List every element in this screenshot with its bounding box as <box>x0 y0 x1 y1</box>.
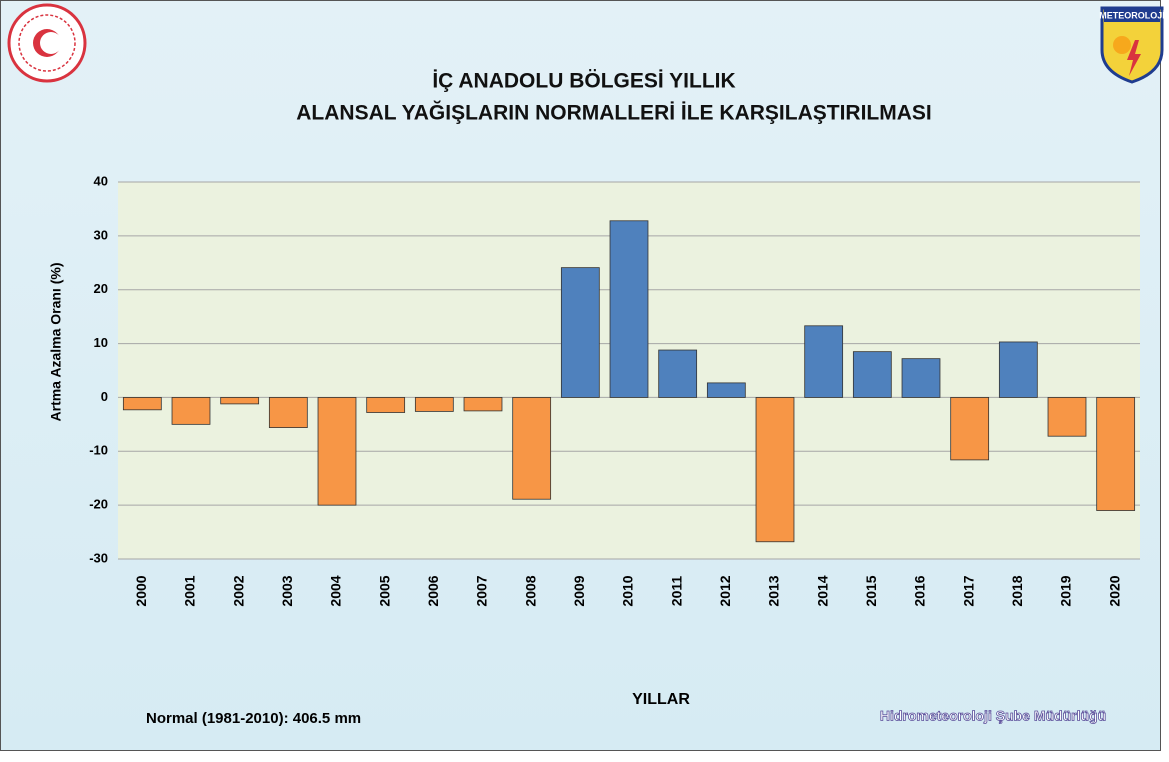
x-tick-label: 2008 <box>522 575 538 606</box>
bar <box>853 352 891 398</box>
x-tick-label: 2020 <box>1106 575 1122 606</box>
bar <box>610 221 648 398</box>
x-tick-label: 2019 <box>1058 575 1074 606</box>
x-tick-label: 2012 <box>717 575 733 606</box>
chart: METEOROLOJİ İÇ ANADOLU BÖLGESİ YILLIK AL… <box>0 0 1169 757</box>
x-tick-label: 2018 <box>1009 575 1025 606</box>
title-line: ALANSAL YAĞIŞLARIN NORMALLERİ İLE KARŞIL… <box>296 101 931 125</box>
y-tick-label: 40 <box>94 173 108 188</box>
bar <box>318 397 356 505</box>
x-tick-label: 2015 <box>863 575 879 606</box>
y-axis-label: Artma Azalma Oranı (%) <box>48 263 64 422</box>
logo-text: METEOROLOJİ <box>1099 10 1165 20</box>
bar <box>221 397 259 403</box>
x-axis-label: YILLAR <box>632 691 690 708</box>
bar <box>269 397 307 427</box>
note: Normal (1981-2010): 406.5 mm <box>146 710 361 727</box>
y-tick-label: -20 <box>89 497 108 512</box>
x-tick-label: 2005 <box>376 575 392 606</box>
bar <box>172 397 210 424</box>
x-tick-label: 2013 <box>766 575 782 606</box>
page: METEOROLOJİ İÇ ANADOLU BÖLGESİ YILLIK AL… <box>0 0 1169 762</box>
bar <box>367 397 405 412</box>
x-tick-label: 2004 <box>328 575 344 606</box>
footer: Hidrometeoroloji Şube Müdürlüğü <box>880 708 1106 724</box>
bar <box>659 350 697 397</box>
y-tick-label: -30 <box>89 550 108 565</box>
x-tick-label: 2003 <box>279 575 295 606</box>
y-tick-label: 0 <box>101 389 108 404</box>
x-tick-label: 2006 <box>425 575 441 606</box>
x-tick-label: 2007 <box>474 575 490 606</box>
bar <box>1048 397 1086 436</box>
bar <box>123 397 161 409</box>
x-tick-label: 2002 <box>230 575 246 606</box>
left-emblem <box>9 5 85 81</box>
bar <box>707 383 745 398</box>
x-tick-label: 2009 <box>571 575 587 606</box>
x-tick-label: 2010 <box>620 575 636 606</box>
bar <box>415 397 453 411</box>
title-line: İÇ ANADOLU BÖLGESİ YILLIK <box>432 70 735 93</box>
bar <box>561 268 599 398</box>
x-tick-label: 2001 <box>182 575 198 606</box>
y-tick-label: 20 <box>94 281 108 296</box>
bar <box>464 397 502 410</box>
x-tick-label: 2000 <box>133 575 149 606</box>
bar <box>951 397 989 459</box>
bar <box>805 326 843 398</box>
bar <box>902 359 940 398</box>
x-tick-label: 2016 <box>912 575 928 606</box>
bar <box>513 397 551 499</box>
y-tick-label: 10 <box>94 335 108 350</box>
bar <box>756 397 794 541</box>
x-tick-label: 2014 <box>814 575 830 606</box>
y-tick-label: 30 <box>94 227 108 242</box>
x-tick-label: 2011 <box>668 576 684 607</box>
bar <box>999 342 1037 397</box>
bar <box>1097 397 1135 510</box>
x-tick-label: 2017 <box>960 575 976 606</box>
y-tick-label: -10 <box>89 443 108 458</box>
